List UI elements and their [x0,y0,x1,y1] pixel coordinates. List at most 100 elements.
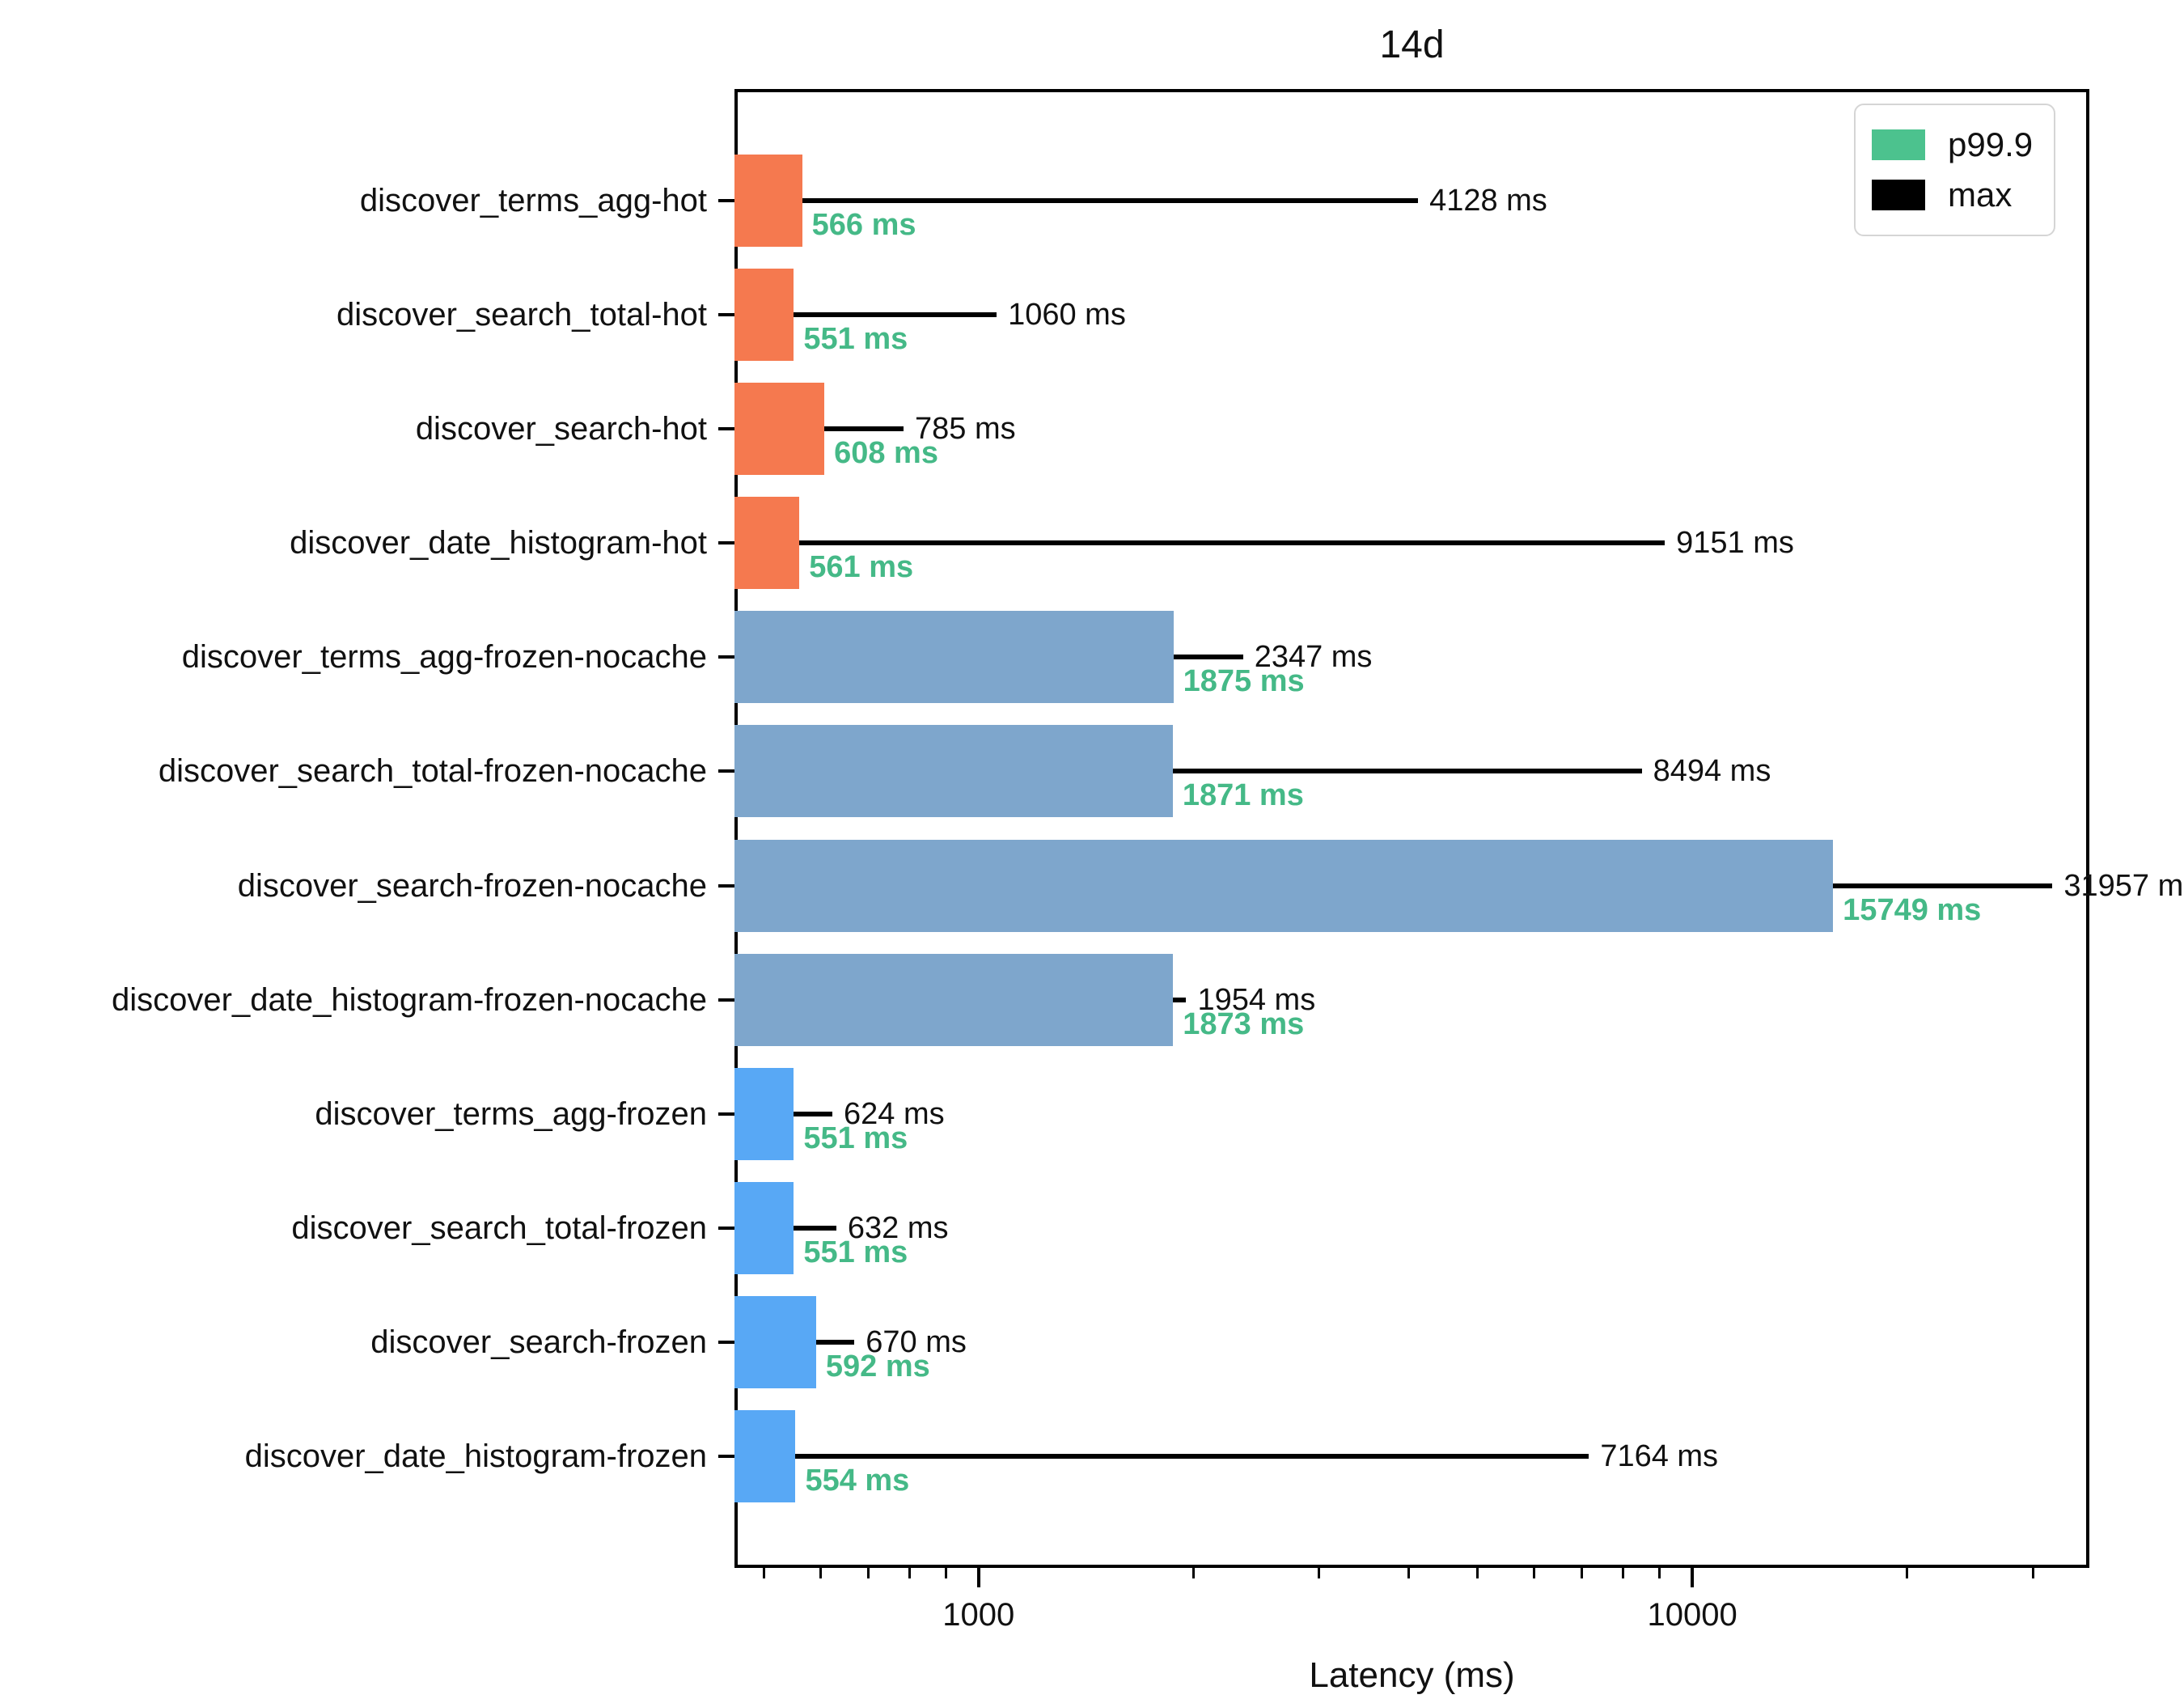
x-axis-major-tick [1691,1568,1695,1587]
p99-value-label: 1873 ms [1183,1006,1305,1041]
y-axis-tick [718,1226,734,1230]
p99-value-label: 566 ms [811,208,916,242]
y-axis-tick [718,998,734,1002]
max-whisker [824,426,904,432]
max-whisker [1173,997,1187,1002]
x-axis-major-tick [976,1568,980,1587]
p99-value-label: 1871 ms [1182,778,1304,813]
x-axis-minor-tick [762,1568,765,1578]
y-axis-tick [718,541,734,545]
x-tick-label: 10000 [1647,1597,1737,1633]
p99-bar [734,1295,816,1388]
y-axis-tick [718,1112,734,1116]
max-value-label: 670 ms [866,1324,967,1359]
y-axis-tick [718,1455,734,1458]
x-axis-minor-tick [866,1568,870,1578]
max-value-label: 624 ms [844,1096,945,1131]
max-whisker [795,1454,1589,1459]
legend-swatch [1872,180,1925,210]
p99-value-label: 551 ms [803,322,908,357]
category-label: discover_search_total-frozen-nocache [158,753,707,790]
max-whisker [794,1225,836,1231]
p99-bar [734,1410,796,1502]
category-label: discover_date_histogram-frozen [244,1438,707,1474]
x-axis-minor-tick [2031,1568,2034,1578]
category-label: discover_terms_agg-hot [359,183,707,218]
x-axis-label: Latency (ms) [1309,1655,1515,1695]
max-value-label: 7164 ms [1600,1439,1719,1473]
max-value-label: 8494 ms [1653,754,1771,789]
category-label: discover_date_histogram-frozen-nocache [112,981,707,1018]
legend-label: max [1948,176,2013,214]
p99-value-label: 551 ms [803,1121,908,1155]
legend-entry: p99.9 [1872,120,2033,170]
p99-bar [734,1181,794,1274]
category-label: discover_search-hot [415,411,707,447]
x-axis-minor-tick [1532,1568,1535,1578]
p99-value-label: 561 ms [809,550,914,585]
x-axis-minor-tick [1580,1568,1583,1578]
y-axis-tick [718,655,734,659]
max-whisker [815,1339,855,1345]
x-axis-minor-tick [944,1568,947,1578]
category-label: discover_terms_agg-frozen [315,1095,707,1132]
category-label: discover_search_total-hot [336,297,707,333]
x-axis-minor-tick [819,1568,822,1578]
y-axis-tick [718,199,734,202]
x-axis-minor-tick [908,1568,911,1578]
category-label: discover_search-frozen-nocache [237,867,707,904]
x-axis-minor-tick [1622,1568,1625,1578]
legend: p99.9 max [1854,104,2056,236]
p99-bar [734,953,1174,1046]
legend-swatch [1872,129,1925,160]
p99-bar [734,839,1834,932]
x-tick-label: 1000 [942,1597,1015,1633]
max-whisker [1173,655,1243,660]
max-whisker [794,1111,833,1116]
x-axis-minor-tick [1407,1568,1410,1578]
p99-bar [734,725,1173,818]
max-value-label: 1060 ms [1008,298,1126,333]
legend-label: p99.9 [1948,125,2034,163]
max-value-label: 785 ms [914,412,1016,447]
x-axis-minor-tick [1318,1568,1321,1578]
category-label: discover_date_histogram-hot [290,525,707,561]
max-whisker [1833,883,2053,888]
p99-value-label: 551 ms [803,1235,908,1269]
x-axis-minor-tick [1658,1568,1661,1578]
x-axis-minor-tick [1476,1568,1479,1578]
x-axis-minor-tick [1906,1568,1909,1578]
p99-value-label: 15749 ms [1843,892,1982,927]
max-value-label: 632 ms [847,1210,949,1245]
p99-value-label: 592 ms [825,1349,930,1383]
chart-title: 14d [1379,23,1445,66]
category-label: discover_search_total-frozen [291,1210,707,1246]
x-axis-minor-tick [1191,1568,1195,1578]
max-whisker [802,198,1419,203]
p99-bar [734,611,1174,704]
max-value-label: 4128 ms [1429,184,1547,218]
max-whisker [794,312,997,318]
category-label: discover_search-frozen [370,1324,707,1360]
p99-value-label: 608 ms [834,436,938,471]
max-whisker [799,540,1666,546]
p99-bar [734,383,825,476]
p99-bar [734,497,800,590]
p99-value-label: 554 ms [805,1464,910,1498]
p99-bar [734,269,794,362]
y-axis-tick [718,427,734,431]
y-axis-tick [718,313,734,317]
category-label: discover_terms_agg-frozen-nocache [181,639,707,676]
max-whisker [1172,769,1642,774]
y-axis-tick [718,769,734,773]
p99-value-label: 1875 ms [1183,664,1305,699]
p99-bar [734,1067,794,1160]
p99-bar [734,155,802,247]
max-value-label: 31957 ms [2063,868,2184,903]
max-value-label: 1954 ms [1197,982,1316,1017]
y-axis-tick [718,883,734,888]
legend-entry: max [1872,170,2033,220]
max-value-label: 2347 ms [1254,640,1373,675]
max-value-label: 9151 ms [1676,526,1794,561]
